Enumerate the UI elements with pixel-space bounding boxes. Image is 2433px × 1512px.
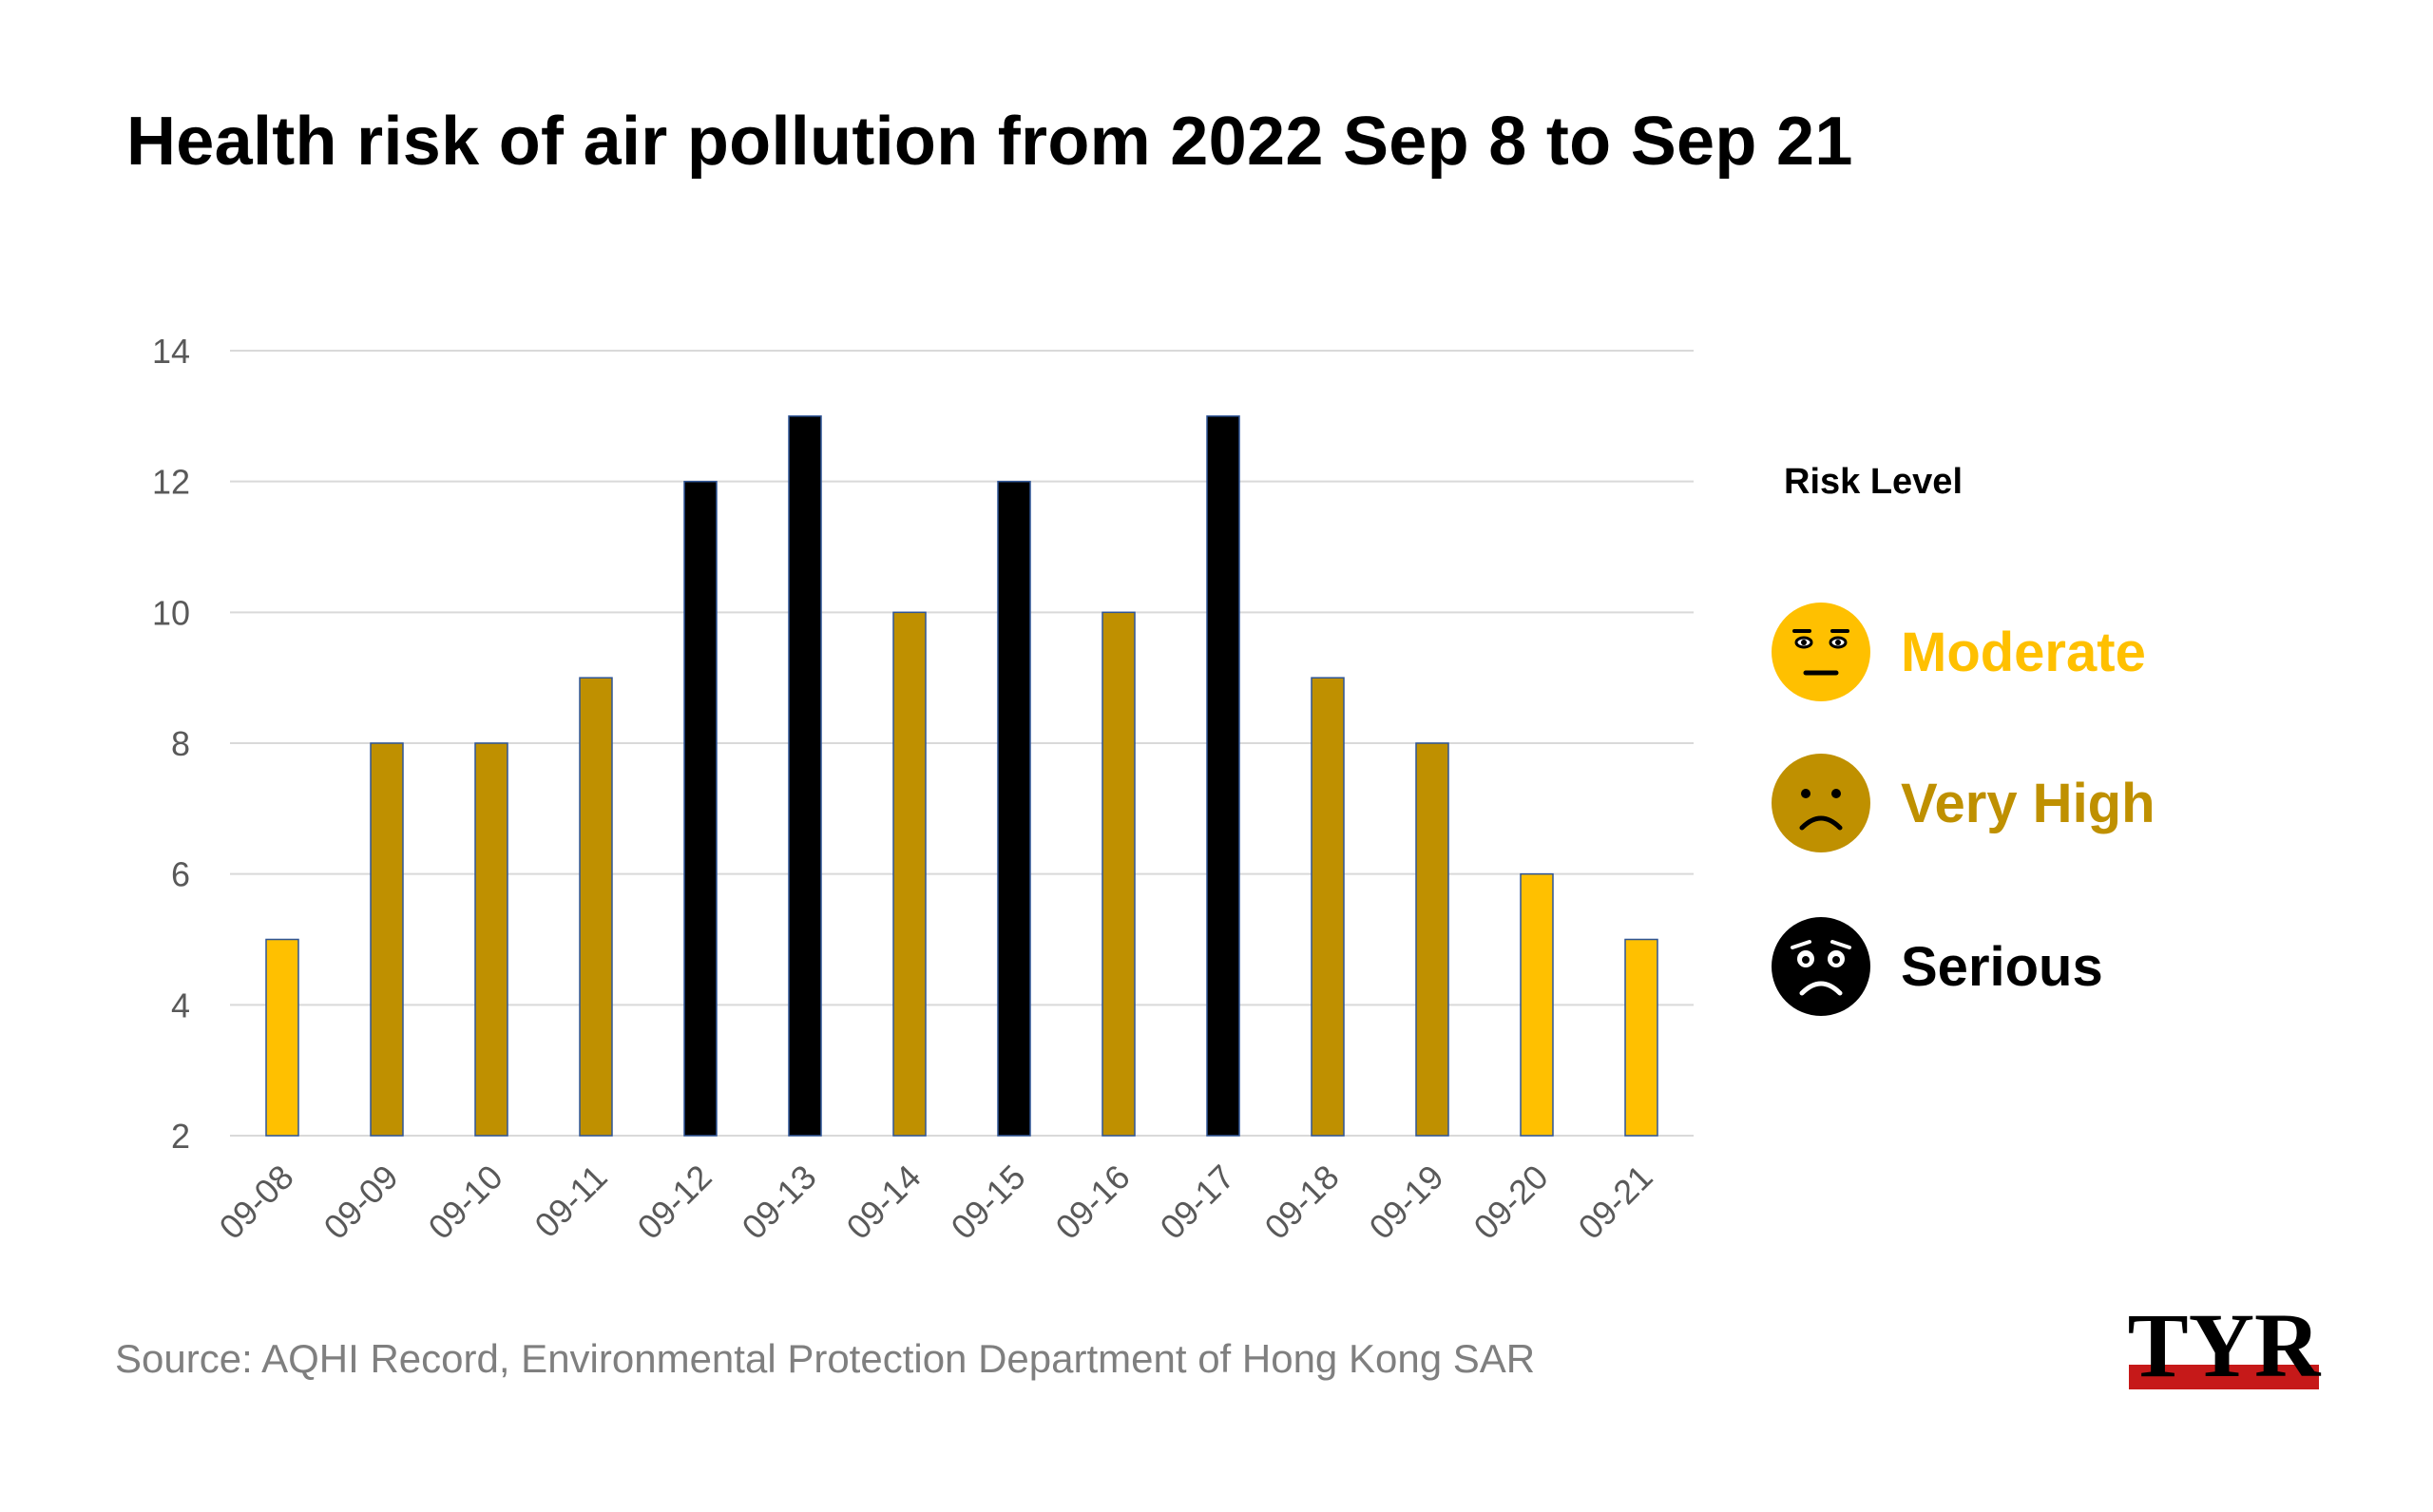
x-tick-label: 09-09 xyxy=(316,1158,406,1247)
legend-item-serious: Serious xyxy=(1770,914,2103,1019)
bar xyxy=(265,938,299,1137)
y-tick-label: 4 xyxy=(171,986,190,1024)
x-tick-label: 09-11 xyxy=(527,1158,614,1245)
bar-chart: 2 4 6 8 10 12 14 09-08 09-09 09-10 09-11 09-12 09-13… xyxy=(152,332,1694,1247)
y-tick-label: 8 xyxy=(171,724,190,763)
x-tick-label: 09-13 xyxy=(735,1158,824,1247)
y-tick-label: 6 xyxy=(171,855,190,894)
neutral-face-icon xyxy=(1772,603,1870,701)
y-tick-label: 12 xyxy=(152,463,190,502)
bar xyxy=(1102,611,1136,1137)
x-tick-label: 09-08 xyxy=(212,1158,301,1247)
legend-item-moderate: Moderate xyxy=(1770,600,2146,704)
bar xyxy=(1520,872,1554,1137)
y-tick-label: 14 xyxy=(152,332,190,371)
legend-label-very-high: Very High xyxy=(1901,772,2155,834)
x-tick-label: 09-10 xyxy=(421,1158,510,1247)
x-tick-label: 09-12 xyxy=(630,1158,719,1247)
y-tick-label: 2 xyxy=(171,1117,190,1156)
bar xyxy=(997,480,1031,1137)
bar xyxy=(579,677,613,1137)
source-note: Source: AQHI Record, Environmental Prote… xyxy=(115,1336,1536,1381)
legend-label-serious: Serious xyxy=(1901,935,2103,998)
bar xyxy=(474,742,508,1137)
x-tick-label: 09-19 xyxy=(1362,1158,1451,1247)
x-tick-label: 09-17 xyxy=(1153,1158,1242,1247)
bar xyxy=(788,415,822,1137)
tyr-logo: TYR xyxy=(2100,1302,2347,1396)
bar xyxy=(1311,677,1345,1137)
bar xyxy=(370,742,404,1137)
x-tick-label: 09-14 xyxy=(839,1158,929,1247)
legend-item-very-high: Very High xyxy=(1770,751,2155,855)
bar xyxy=(683,480,718,1137)
x-tick-label: 09-16 xyxy=(1048,1158,1138,1247)
x-tick-label: 09-18 xyxy=(1257,1158,1347,1247)
bar xyxy=(1415,742,1449,1137)
anxious-face-icon xyxy=(1772,917,1870,1016)
y-tick-label: 10 xyxy=(152,593,190,632)
chart-title: Health risk of air pollution from 2022 S… xyxy=(126,104,1853,180)
x-tick-label: 09-21 xyxy=(1571,1158,1660,1247)
frowning-face-icon xyxy=(1772,754,1870,852)
x-tick-label: 09-20 xyxy=(1466,1158,1556,1247)
legend-label-moderate: Moderate xyxy=(1901,621,2146,683)
bar xyxy=(892,611,927,1137)
legend-title: Risk Level xyxy=(1784,462,1963,502)
bar xyxy=(1624,938,1658,1137)
bar xyxy=(1206,415,1240,1137)
x-tick-label: 09-15 xyxy=(944,1158,1033,1247)
